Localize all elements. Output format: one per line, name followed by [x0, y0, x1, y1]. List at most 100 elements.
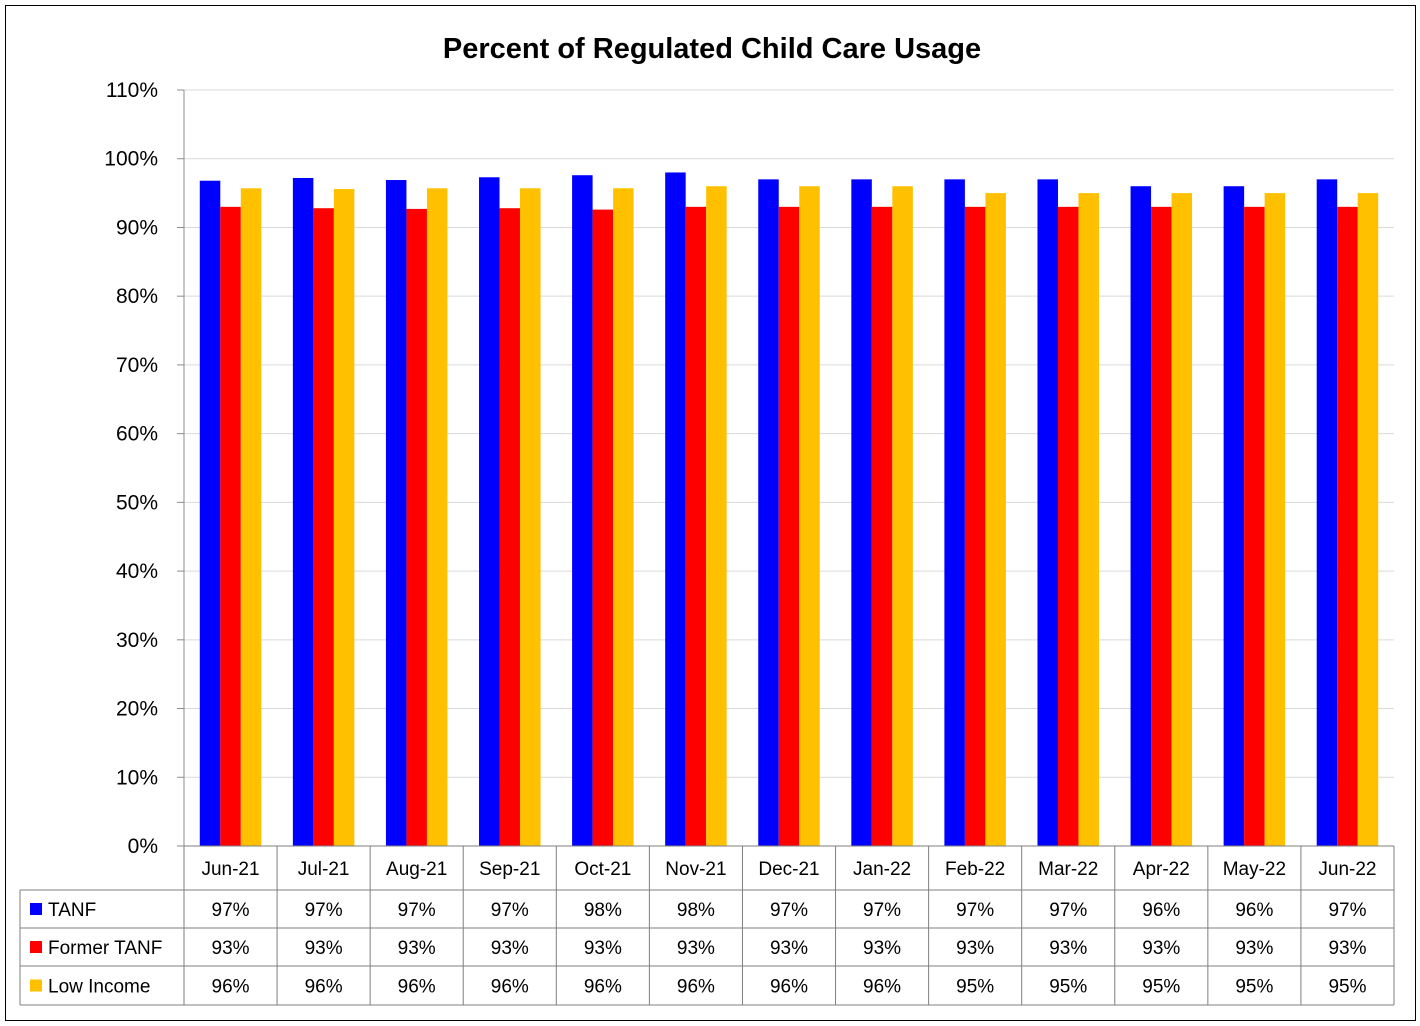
data-label: 97% [398, 900, 436, 921]
data-label: 96% [305, 977, 343, 998]
y-axis: 0% 10% 20% 30% 40% 50% 60% 70% 80% 90% 100% 110% [104, 79, 185, 858]
legend-swatch [30, 941, 42, 953]
data-label: 97% [212, 900, 250, 921]
data-table: Jun-21 Jul-21 Aug-21 Sep-21 Oct-21 Nov-21 Dec-… [19, 845, 1395, 1006]
data-label: 96% [677, 977, 715, 998]
legend-label: Former TANF [48, 938, 162, 959]
bar-former-tanf-nov-21 [685, 206, 707, 847]
bar-former-tanf-aug-21 [406, 208, 427, 846]
bar-tanf-apr-22 [1130, 186, 1152, 847]
bar-low-income-may-22 [1264, 193, 1286, 847]
data-label: 97% [1328, 900, 1366, 921]
bar-former-tanf-mar-22 [1057, 206, 1079, 847]
x-tick-label: Jun-22 [1318, 859, 1376, 880]
bar-former-tanf-feb-22 [964, 206, 986, 847]
bar-low-income-jul-21 [333, 188, 355, 847]
bar-former-tanf-may-22 [1244, 206, 1265, 847]
bar-former-tanf-apr-22 [1151, 206, 1172, 847]
bar-former-tanf-jan-22 [871, 206, 893, 847]
data-label: 93% [305, 938, 343, 959]
bar-former-tanf-oct-21 [592, 209, 614, 847]
bar-low-income-apr-22 [1171, 193, 1193, 847]
bar-low-income-mar-22 [1078, 193, 1099, 847]
y-tick-label: 50% [116, 491, 158, 514]
data-label: 93% [677, 938, 715, 959]
x-tick-label: Mar-22 [1038, 859, 1098, 880]
x-tick-label: Jan-22 [853, 859, 911, 880]
data-label: 96% [584, 977, 622, 998]
x-tick-label: Jul-21 [298, 859, 350, 880]
data-label: 98% [584, 900, 622, 921]
bar-low-income-oct-21 [613, 188, 634, 846]
y-tick-label: 70% [116, 354, 158, 377]
x-tick-label: May-22 [1223, 859, 1286, 880]
x-tick-label: Aug-21 [386, 859, 447, 880]
y-tick-label: 40% [116, 560, 158, 583]
y-tick-label: 0% [128, 835, 158, 858]
data-label: 96% [863, 977, 901, 998]
bar-low-income-jun-21 [240, 188, 262, 846]
x-tick-label: Nov-21 [665, 859, 726, 880]
data-label: 93% [770, 938, 808, 959]
data-label: 95% [956, 977, 994, 998]
data-label: 98% [677, 900, 715, 921]
bar-low-income-dec-21 [799, 186, 820, 847]
bar-low-income-sep-21 [520, 188, 541, 846]
bar-former-tanf-dec-21 [778, 206, 800, 847]
data-label: 93% [863, 938, 901, 959]
data-label: 93% [1235, 938, 1273, 959]
data-label: 95% [1049, 977, 1087, 998]
legend-label: Low Income [48, 977, 150, 998]
data-label: 93% [491, 938, 529, 959]
data-label: 93% [1049, 938, 1087, 959]
legend-swatch [30, 903, 42, 915]
data-label: 97% [305, 900, 343, 921]
bar-low-income-feb-22 [985, 193, 1006, 847]
data-label: 93% [1328, 938, 1366, 959]
data-label: 93% [398, 938, 436, 959]
bar-low-income-jan-22 [892, 186, 913, 847]
bar-tanf-nov-21 [665, 172, 686, 847]
y-tick-label: 20% [116, 698, 158, 721]
data-label: 97% [1049, 900, 1087, 921]
x-tick-label: Apr-22 [1133, 859, 1190, 880]
bars [199, 172, 1379, 847]
bar-tanf-oct-21 [572, 175, 593, 847]
y-tick-label: 80% [116, 285, 158, 308]
data-label: 97% [863, 900, 901, 921]
x-tick-label: Dec-21 [758, 859, 819, 880]
chart-title: Percent of Regulated Child Care Usage [443, 33, 981, 65]
y-tick-label: 110% [106, 79, 158, 102]
data-label: 96% [1235, 900, 1273, 921]
bar-tanf-may-22 [1223, 186, 1245, 847]
data-label: 95% [1235, 977, 1273, 998]
bar-low-income-aug-21 [426, 188, 448, 846]
data-label: 96% [770, 977, 808, 998]
data-label: 93% [584, 938, 622, 959]
data-label: 96% [398, 977, 436, 998]
bar-tanf-aug-21 [385, 180, 407, 846]
y-tick-label: 100% [104, 148, 158, 171]
y-tick-label: 90% [116, 216, 158, 239]
bar-tanf-mar-22 [1037, 179, 1058, 847]
bar-former-tanf-jun-22 [1337, 206, 1358, 847]
x-tick-label: Oct-21 [574, 859, 631, 880]
data-label: 96% [1142, 900, 1180, 921]
bar-former-tanf-jul-21 [313, 208, 334, 846]
bar-former-tanf-sep-21 [499, 208, 521, 846]
data-label: 95% [1328, 977, 1366, 998]
data-label: 93% [956, 938, 994, 959]
legend-swatch [30, 979, 42, 992]
data-label: 97% [770, 900, 808, 921]
data-label: 96% [491, 977, 529, 998]
bar-low-income-nov-21 [706, 186, 727, 847]
data-label: 96% [212, 977, 250, 998]
bar-tanf-dec-21 [758, 179, 779, 847]
y-tick-label: 30% [116, 629, 158, 652]
bar-tanf-jun-21 [199, 180, 221, 847]
bar-tanf-feb-22 [944, 179, 965, 847]
x-tick-label: Jun-21 [201, 859, 259, 880]
bar-tanf-sep-21 [479, 177, 500, 846]
legend-label: TANF [48, 900, 96, 921]
